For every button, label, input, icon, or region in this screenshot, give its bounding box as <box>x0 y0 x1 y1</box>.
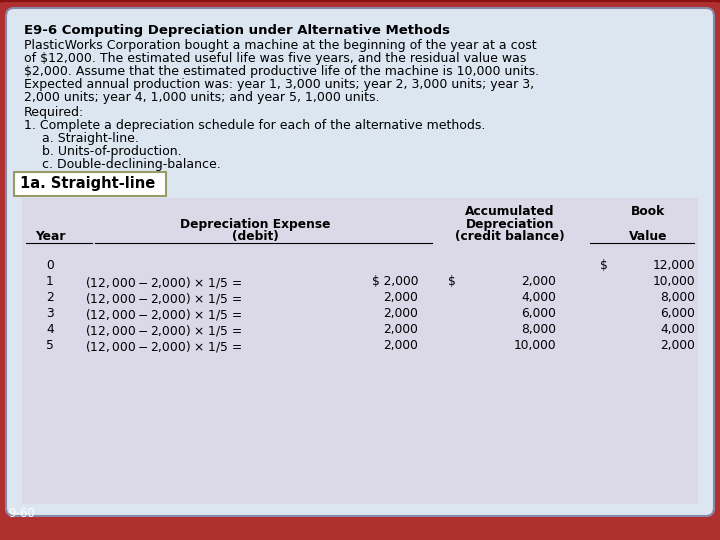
Text: 2,000: 2,000 <box>383 323 418 336</box>
Text: 2,000: 2,000 <box>383 307 418 320</box>
Text: of $12,000. The estimated useful life was five years, and the residual value was: of $12,000. The estimated useful life wa… <box>24 52 526 65</box>
Text: 10,000: 10,000 <box>513 339 556 352</box>
Text: 1a. Straight-line: 1a. Straight-line <box>20 176 156 191</box>
Text: $2,000. Assume that the estimated productive life of the machine is 10,000 units: $2,000. Assume that the estimated produc… <box>24 65 539 78</box>
Text: 2,000 units; year 4, 1,000 units; and year 5, 1,000 units.: 2,000 units; year 4, 1,000 units; and ye… <box>24 91 379 104</box>
Text: 9-60: 9-60 <box>8 507 35 520</box>
Text: 1: 1 <box>46 275 54 288</box>
Text: Expected annual production was: year 1, 3,000 units; year 2, 3,000 units; year 3: Expected annual production was: year 1, … <box>24 78 534 91</box>
Text: $: $ <box>448 275 456 288</box>
Text: Depreciation: Depreciation <box>466 218 554 231</box>
FancyBboxPatch shape <box>14 172 166 196</box>
FancyBboxPatch shape <box>22 198 698 504</box>
Text: 4,000: 4,000 <box>660 323 695 336</box>
Text: ($12,000 - $2,000) × 1/5 =: ($12,000 - $2,000) × 1/5 = <box>85 291 243 306</box>
Text: 2,000: 2,000 <box>521 275 556 288</box>
Text: Year: Year <box>35 230 66 243</box>
Text: a. Straight-line.: a. Straight-line. <box>42 132 139 145</box>
Text: Value: Value <box>629 230 667 243</box>
Text: 8,000: 8,000 <box>660 291 695 304</box>
Text: 12,000: 12,000 <box>652 259 695 272</box>
Text: 4,000: 4,000 <box>521 291 556 304</box>
Text: 2,000: 2,000 <box>383 339 418 352</box>
Text: Accumulated: Accumulated <box>465 205 554 218</box>
Text: ($12,000 - $2,000) × 1/5 =: ($12,000 - $2,000) × 1/5 = <box>85 323 243 338</box>
Text: 3: 3 <box>46 307 54 320</box>
Text: 10,000: 10,000 <box>652 275 695 288</box>
Text: b. Units-of-production.: b. Units-of-production. <box>42 145 181 158</box>
Text: 8,000: 8,000 <box>521 323 556 336</box>
FancyBboxPatch shape <box>6 8 714 516</box>
Text: 6,000: 6,000 <box>660 307 695 320</box>
Text: $: $ <box>600 259 608 272</box>
Text: 4: 4 <box>46 323 54 336</box>
Text: ($12,000 - $2,000) × 1/5 =: ($12,000 - $2,000) × 1/5 = <box>85 275 243 290</box>
Text: 1. Complete a depreciation schedule for each of the alternative methods.: 1. Complete a depreciation schedule for … <box>24 119 485 132</box>
Text: Required:: Required: <box>24 106 84 119</box>
Text: PlasticWorks Corporation bought a machine at the beginning of the year at a cost: PlasticWorks Corporation bought a machin… <box>24 39 536 52</box>
Text: (debit): (debit) <box>232 230 279 243</box>
Text: E9-6 Computing Depreciation under Alternative Methods: E9-6 Computing Depreciation under Altern… <box>24 24 450 37</box>
Text: ($12,000 - $2,000) × 1/5 =: ($12,000 - $2,000) × 1/5 = <box>85 307 243 322</box>
Text: ($12,000 - $2,000) × 1/5 =: ($12,000 - $2,000) × 1/5 = <box>85 339 243 354</box>
Text: $ 2,000: $ 2,000 <box>372 275 418 288</box>
Text: 2,000: 2,000 <box>660 339 695 352</box>
Text: Depreciation Expense: Depreciation Expense <box>180 218 330 231</box>
Text: c. Double-declining-balance.: c. Double-declining-balance. <box>42 158 221 171</box>
Text: 2: 2 <box>46 291 54 304</box>
Text: 0: 0 <box>46 259 54 272</box>
Text: Book: Book <box>631 205 665 218</box>
Text: 2,000: 2,000 <box>383 291 418 304</box>
Text: 5: 5 <box>46 339 54 352</box>
Text: 6,000: 6,000 <box>521 307 556 320</box>
Text: (credit balance): (credit balance) <box>455 230 564 243</box>
